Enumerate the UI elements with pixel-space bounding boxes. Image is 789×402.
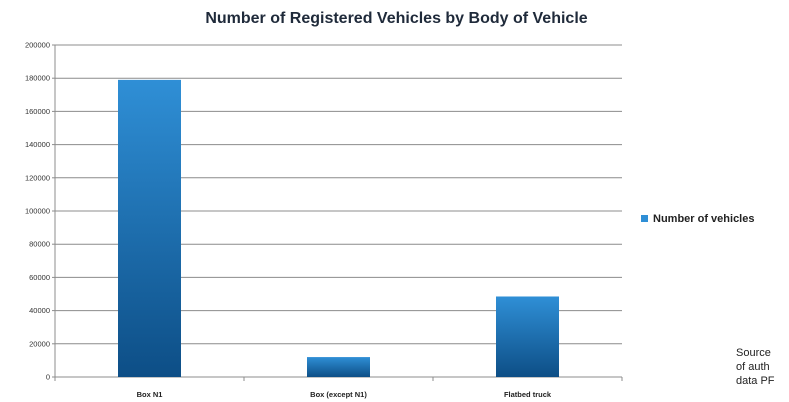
y-tick-label: 60000: [29, 273, 50, 282]
y-tick-label: 140000: [25, 140, 50, 149]
gridlines: [55, 44, 622, 345]
bars: [118, 79, 559, 378]
bar: [496, 296, 559, 377]
x-tick-label: Box (except N1): [310, 390, 367, 399]
y-tick-label: 100000: [25, 207, 50, 216]
y-tick-label: 20000: [29, 339, 50, 348]
x-tick-label: Box N1: [137, 390, 163, 399]
y-tick-label: 40000: [29, 306, 50, 315]
y-tick-label: 0: [46, 373, 50, 382]
y-tick-label: 120000: [25, 173, 50, 182]
legend-label: Number of vehicles: [653, 213, 755, 225]
source-note-line: of auth: [736, 361, 770, 373]
source-note-line: Source: [736, 347, 771, 359]
y-tick-label: 80000: [29, 240, 50, 249]
x-tick-label: Flatbed truck: [504, 390, 552, 399]
source-note: Source of auth data PF: [736, 346, 789, 388]
bar: [307, 357, 370, 377]
source-note-line: data PF: [736, 375, 775, 387]
tick-labels: 0 20000 40000 60000 80000 100000 120000 140000 1…: [25, 41, 552, 400]
legend-swatch: [641, 214, 648, 222]
y-tick-label: 160000: [25, 107, 50, 116]
legend: Number of vehicles: [641, 213, 754, 225]
y-tick-label: 180000: [25, 74, 50, 83]
chart-title: Number of Registered Vehicles by Body of…: [205, 10, 588, 27]
y-tick-label: 200000: [25, 41, 50, 50]
bar: [118, 79, 181, 378]
